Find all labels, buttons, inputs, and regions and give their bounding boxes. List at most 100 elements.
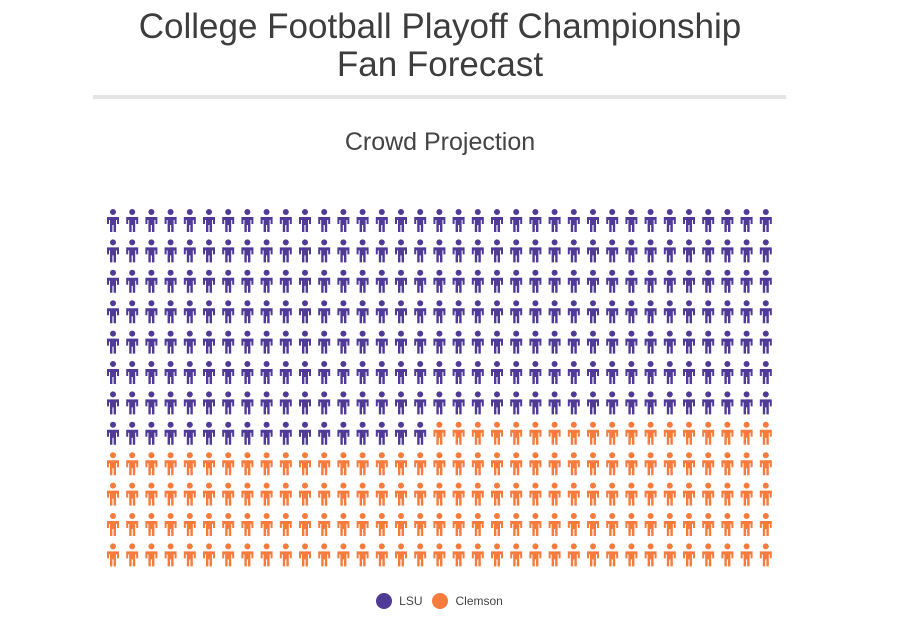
person-icon-clemson [260,482,273,506]
person-icon-lsu [107,300,119,324]
person-icon-lsu [644,269,657,293]
person-icon-lsu [663,300,676,324]
person-icon-lsu [395,330,407,354]
person-icon-clemson [740,543,753,567]
person-icon-lsu [183,239,196,263]
person-icon-lsu [433,209,446,232]
person-icon-lsu [759,391,772,415]
person-icon-clemson [625,421,638,445]
person-icon-clemson [491,513,503,536]
person-icon-lsu [433,330,446,354]
person-icon-lsu [299,300,311,324]
person-icon-lsu [356,391,369,415]
person-icon-lsu [625,269,638,293]
person-icon-lsu [663,269,676,293]
person-icon-clemson [164,513,177,536]
person-icon-lsu [183,330,196,354]
person-icon-lsu [318,300,331,324]
person-icon-clemson [241,543,254,567]
person-icon-lsu [529,209,542,232]
person-icon-clemson [606,482,619,506]
person-icon-lsu [471,361,484,384]
person-icon-lsu [721,330,734,354]
person-icon-lsu [433,239,446,263]
person-icon-lsu [126,239,139,263]
person-icon-lsu [260,361,273,384]
person-icon-clemson [587,513,599,536]
person-icon-lsu [260,391,273,415]
person-icon-clemson [107,452,119,476]
person-icon-clemson [222,452,235,476]
person-icon-lsu [587,330,599,354]
person-icon-clemson [529,482,542,506]
person-icon-lsu [260,330,273,354]
legend-swatch-clemson [432,593,449,609]
legend-item-clemson[interactable]: Clemson [432,593,503,609]
person-icon-lsu [260,239,273,263]
person-icon-lsu [548,239,561,263]
person-icon-clemson [683,543,695,567]
person-icon-lsu [279,269,292,293]
person-icon-lsu [606,361,619,384]
person-icon-clemson [644,513,657,536]
person-icon-clemson [625,543,638,567]
person-icon-clemson [337,482,350,506]
person-icon-lsu [107,269,119,293]
person-icon-clemson [567,452,580,476]
person-icon-lsu [279,421,292,445]
person-icon-lsu [663,361,676,384]
person-icon-lsu [663,330,676,354]
person-icon-lsu [452,391,465,415]
person-icon-lsu [183,391,196,415]
person-icon-clemson [452,482,465,506]
person-icon-lsu [683,239,695,263]
person-icon-lsu [126,391,139,415]
person-icon-lsu [126,269,139,293]
person-icon-clemson [491,421,503,445]
person-icon-lsu [740,300,753,324]
person-icon-clemson [567,482,580,506]
person-icon-lsu [145,330,158,354]
person-icon-lsu [337,361,350,384]
person-icon-clemson [587,543,599,567]
person-icon-lsu [241,391,254,415]
person-icon-lsu [471,239,484,263]
person-icon-clemson [587,482,599,506]
person-icon-lsu [606,391,619,415]
person-icon-lsu [702,239,715,263]
person-icon-lsu [356,239,369,263]
person-icon-lsu [740,361,753,384]
person-icon-clemson [606,513,619,536]
person-icon-lsu [491,361,503,384]
person-icon-lsu [740,239,753,263]
person-icon-lsu [318,269,331,293]
person-icon-clemson [759,543,772,567]
person-icon-lsu [183,209,196,232]
person-icon-lsu [702,361,715,384]
person-icon-clemson [567,543,580,567]
person-icon-clemson [279,513,292,536]
person-icon-lsu [241,269,254,293]
person-icon-clemson [433,543,446,567]
person-icon-lsu [452,300,465,324]
person-icon-lsu [452,330,465,354]
person-icon-lsu [471,300,484,324]
person-icon-clemson [375,513,388,536]
person-icon-clemson [548,452,561,476]
person-icon-lsu [567,300,580,324]
person-icon-lsu [356,209,369,232]
person-icon-lsu [491,391,503,415]
person-icon-clemson [625,513,638,536]
person-icon-clemson [395,482,407,506]
person-icon-clemson [279,452,292,476]
person-icon-lsu [299,361,311,384]
person-icon-clemson [107,482,119,506]
legend-item-lsu[interactable]: LSU [376,593,422,609]
person-icon-clemson [375,482,388,506]
person-icon-clemson [414,543,427,567]
person-icon-clemson [241,513,254,536]
person-icon-clemson [337,543,350,567]
person-icon-clemson [683,482,695,506]
person-icon-lsu [587,239,599,263]
title-divider [93,95,786,99]
